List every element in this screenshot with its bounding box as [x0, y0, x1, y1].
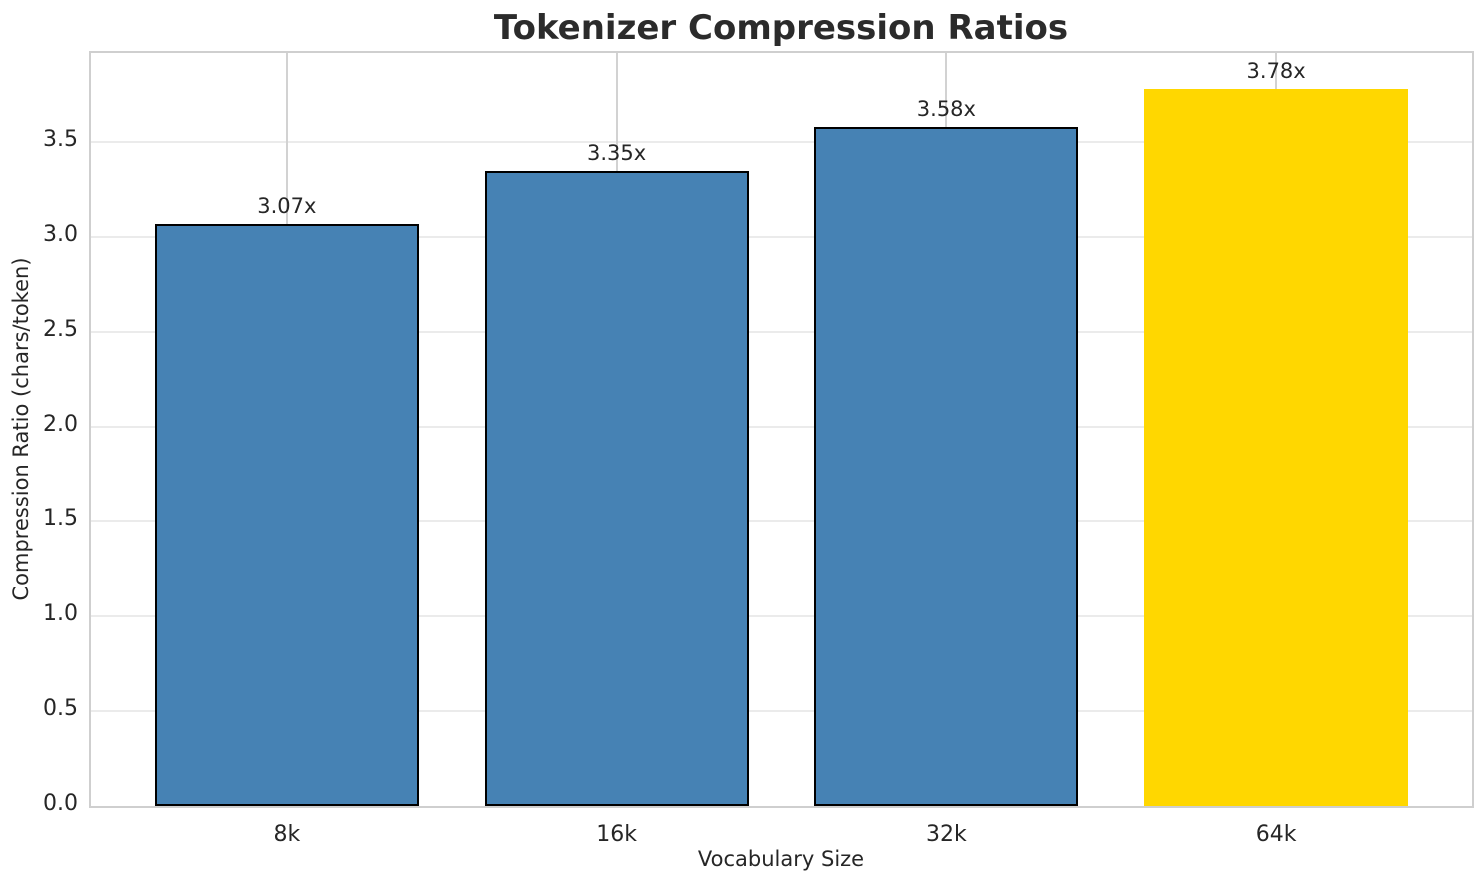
x-tick-label-8k: 8k — [273, 822, 301, 847]
gridline-horizontal — [91, 615, 1472, 618]
gridline-horizontal — [91, 520, 1472, 523]
y-tick-label: 3.0 — [43, 221, 78, 247]
y-tick-label: 3.5 — [43, 127, 78, 153]
gridline-horizontal — [91, 425, 1472, 428]
y-tick-label: 2.0 — [43, 411, 78, 437]
bar-32k — [814, 126, 1079, 806]
y-tick-label: 1.5 — [43, 506, 78, 532]
x-tick-label-32k: 32k — [926, 822, 967, 847]
bar-16k — [484, 170, 749, 806]
y-tick-label: 1.0 — [43, 601, 78, 627]
bar-8k — [154, 223, 419, 806]
chart-title: Tokenizer Compression Ratios — [493, 8, 1069, 48]
gridline-horizontal — [91, 141, 1472, 144]
gridline-horizontal — [91, 330, 1472, 333]
bar-value-label-16k: 3.35x — [587, 140, 647, 165]
x-tick-label-64k: 64k — [1255, 822, 1297, 847]
y-tick-label: 0.5 — [43, 696, 78, 722]
x-axis-label: Vocabulary Size — [697, 847, 865, 871]
bar-value-label-32k: 3.58x — [916, 96, 976, 121]
bar-64k — [1144, 89, 1409, 806]
gridline-horizontal — [91, 235, 1472, 238]
gridline-horizontal — [91, 710, 1472, 713]
bar-value-label-64k: 3.78x — [1246, 59, 1306, 84]
y-tick-label: 0.0 — [43, 791, 78, 816]
bar-value-label-8k: 3.07x — [257, 193, 317, 218]
y-tick-label: 2.5 — [43, 316, 78, 342]
x-tick-label-16k: 16k — [596, 822, 637, 847]
